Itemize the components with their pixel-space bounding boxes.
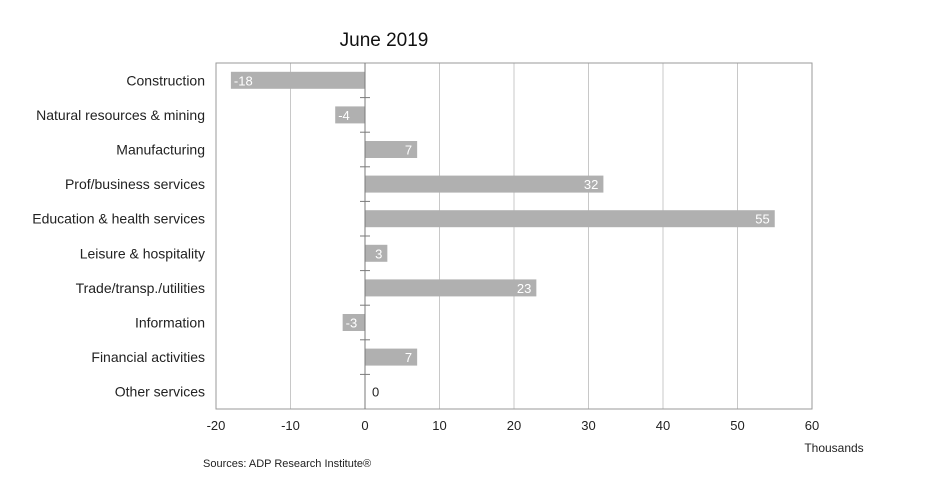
bar [365, 348, 418, 366]
bar [365, 244, 388, 262]
bar-value-label: 32 [584, 177, 598, 192]
x-tick-label: 60 [805, 418, 819, 433]
bar [342, 314, 365, 331]
category-label: Construction [126, 72, 205, 88]
x-tick-label: -10 [281, 418, 300, 433]
x-tick-label: 30 [581, 418, 595, 433]
x-tick-label: 0 [361, 418, 368, 433]
category-label: Trade/transp./utilities [76, 280, 205, 296]
bars: -18 -4 7 32 55 3 23 -3 7 0 [230, 71, 775, 400]
category-labels: Construction Natural resources & mining Ma… [32, 72, 205, 399]
plot-frame [215, 62, 813, 410]
bar-value-label: 7 [405, 143, 412, 158]
bar-value-label: 23 [517, 281, 531, 296]
bar [230, 71, 365, 89]
bar-value-label: 3 [375, 246, 382, 261]
category-label: Natural resources & mining [36, 107, 205, 123]
bar-value-label: 0 [372, 385, 379, 400]
x-tick-labels: -20 -10 0 10 20 30 40 50 60 [207, 418, 820, 433]
bar [365, 210, 775, 228]
x-axis-label: Thousands [804, 441, 863, 455]
x-tick-label: -20 [207, 418, 226, 433]
bar-value-label: 55 [755, 212, 769, 227]
zero-axis [360, 63, 370, 409]
bar [335, 106, 365, 124]
category-label: Leisure & hospitality [80, 245, 205, 261]
bar-value-label: -4 [338, 108, 350, 123]
bar [365, 141, 418, 158]
category-label: Prof/business services [65, 176, 205, 192]
x-tick-label: 40 [656, 418, 670, 433]
source-note: Sources: ADP Research Institute® [203, 458, 371, 470]
bar-value-label: -18 [234, 73, 253, 88]
x-tick-label: 20 [507, 418, 521, 433]
category-label: Other services [115, 384, 205, 400]
bar-value-label: 7 [405, 350, 412, 365]
category-label: Manufacturing [116, 142, 205, 158]
bar [365, 279, 537, 297]
bar-value-label: -3 [346, 316, 358, 331]
x-tick-label: 50 [730, 418, 744, 433]
x-tick-label: 10 [432, 418, 446, 433]
category-label: Education & health services [32, 211, 205, 227]
category-label: Financial activities [91, 349, 205, 365]
chart-title: June 2019 [340, 30, 429, 51]
category-label: Information [135, 315, 205, 331]
bar [365, 175, 604, 193]
